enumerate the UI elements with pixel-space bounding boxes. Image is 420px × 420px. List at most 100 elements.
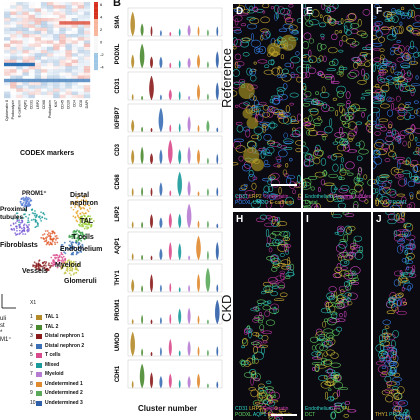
tissue-structure [270,193,279,198]
umap-point [63,241,66,244]
tissue-structure [279,270,286,275]
tissue-structure [399,62,411,68]
violin-shape [160,284,162,293]
tissue-structure [316,71,324,76]
legend-number: 9 [30,390,33,396]
umap-point [41,265,44,268]
umap-point [27,217,30,220]
tissue-structure [332,163,339,172]
violin-shape [197,84,200,101]
umap-point [54,241,56,244]
violin-shape [140,23,144,37]
tissue-structure [332,58,339,66]
umap-point [48,232,50,234]
heatmap-cell [4,2,10,5]
heatmap-cell [22,85,29,89]
tissue-structure [247,328,253,333]
tissue-structure [292,29,299,34]
tissue-structure [328,16,332,24]
heatmap-cell [34,30,42,35]
heatmap-cell [4,18,11,22]
umap-point [74,241,77,244]
colorbar-tick: 4 [100,15,103,20]
tissue-structure [341,266,348,270]
tissue-structure [350,281,360,285]
heatmap-cell [47,56,54,60]
umap-point [80,203,83,206]
umap-point [24,213,26,216]
tissue-structure [261,335,269,342]
tissue-structure [322,170,328,176]
tissue-structure [276,87,286,92]
tissue-structure [390,50,395,56]
tissue-structure [392,15,399,23]
tissue-structure [278,28,288,33]
tissue-structure [410,56,416,65]
tissue-structure [398,292,404,298]
tissue-structure [350,279,357,283]
violin-shape [216,284,219,293]
tissue-structure [290,30,300,35]
tissue-structure [270,291,278,297]
tissue-structure [379,334,384,343]
heatmap-cell [53,21,60,25]
tissue-structure [262,148,270,155]
tissue-structure [285,272,295,277]
violin-shape [141,285,143,293]
heatmap-cell [77,27,85,31]
tissue-structure [391,102,395,111]
tissue-structure [241,360,249,366]
heatmap-cell [83,69,91,73]
tissue-structure [268,122,278,128]
violin-panel: SMA PODXL CD31 IGFBP7 CD3 CD68 LRP2 AQP1 THY1 PRO… [112,6,225,420]
tissue-structure [250,74,257,82]
tissue-structure [246,140,256,149]
tissue-structure [366,124,371,132]
tissue-structure [303,117,309,122]
tissue-structure [379,188,386,196]
umap-point [76,265,78,268]
tissue-structure [282,116,293,125]
umap-point [76,214,79,217]
tissue-structure [263,400,268,404]
tissue-structure [339,39,343,47]
heatmap-cell [28,24,35,28]
umap-point [26,200,29,203]
umap-point [60,251,63,254]
umap-point [22,201,25,204]
colorbar-segment [94,56,98,59]
tissue-structure [374,22,381,27]
tissue-structure [347,409,357,413]
tissue-structure [254,99,259,108]
tissue-structure [242,164,251,172]
tissue-structure [397,108,408,117]
heatmap-cell [40,53,48,57]
colorbar-segment [94,25,98,28]
heatmap-cell [34,53,42,57]
tissue-structure [376,111,380,119]
violin-shape [207,29,209,37]
tissue-structure [373,179,377,184]
tissue-structure [393,299,398,307]
tissue-structure [279,231,289,237]
tissue-structure [374,4,380,9]
tissue-structure [303,85,307,91]
umap-point [24,208,26,211]
heatmap-cell [59,53,65,56]
tissue-structure [338,65,345,74]
violin-shape [205,267,211,293]
tissue-structure [405,128,414,133]
umap-point [83,238,86,241]
tissue-structure [314,205,319,208]
umap-point [23,230,26,232]
tissue-structure [248,330,252,339]
violin-shape [186,203,192,229]
tissue-structure [259,344,268,348]
tissue-structure [375,139,385,147]
umap-point [72,215,75,218]
colorbar-segment [94,66,98,69]
heatmap-cell [47,91,54,95]
umap-point [74,200,77,203]
violin-shape [197,191,200,197]
umap-point [27,198,30,201]
